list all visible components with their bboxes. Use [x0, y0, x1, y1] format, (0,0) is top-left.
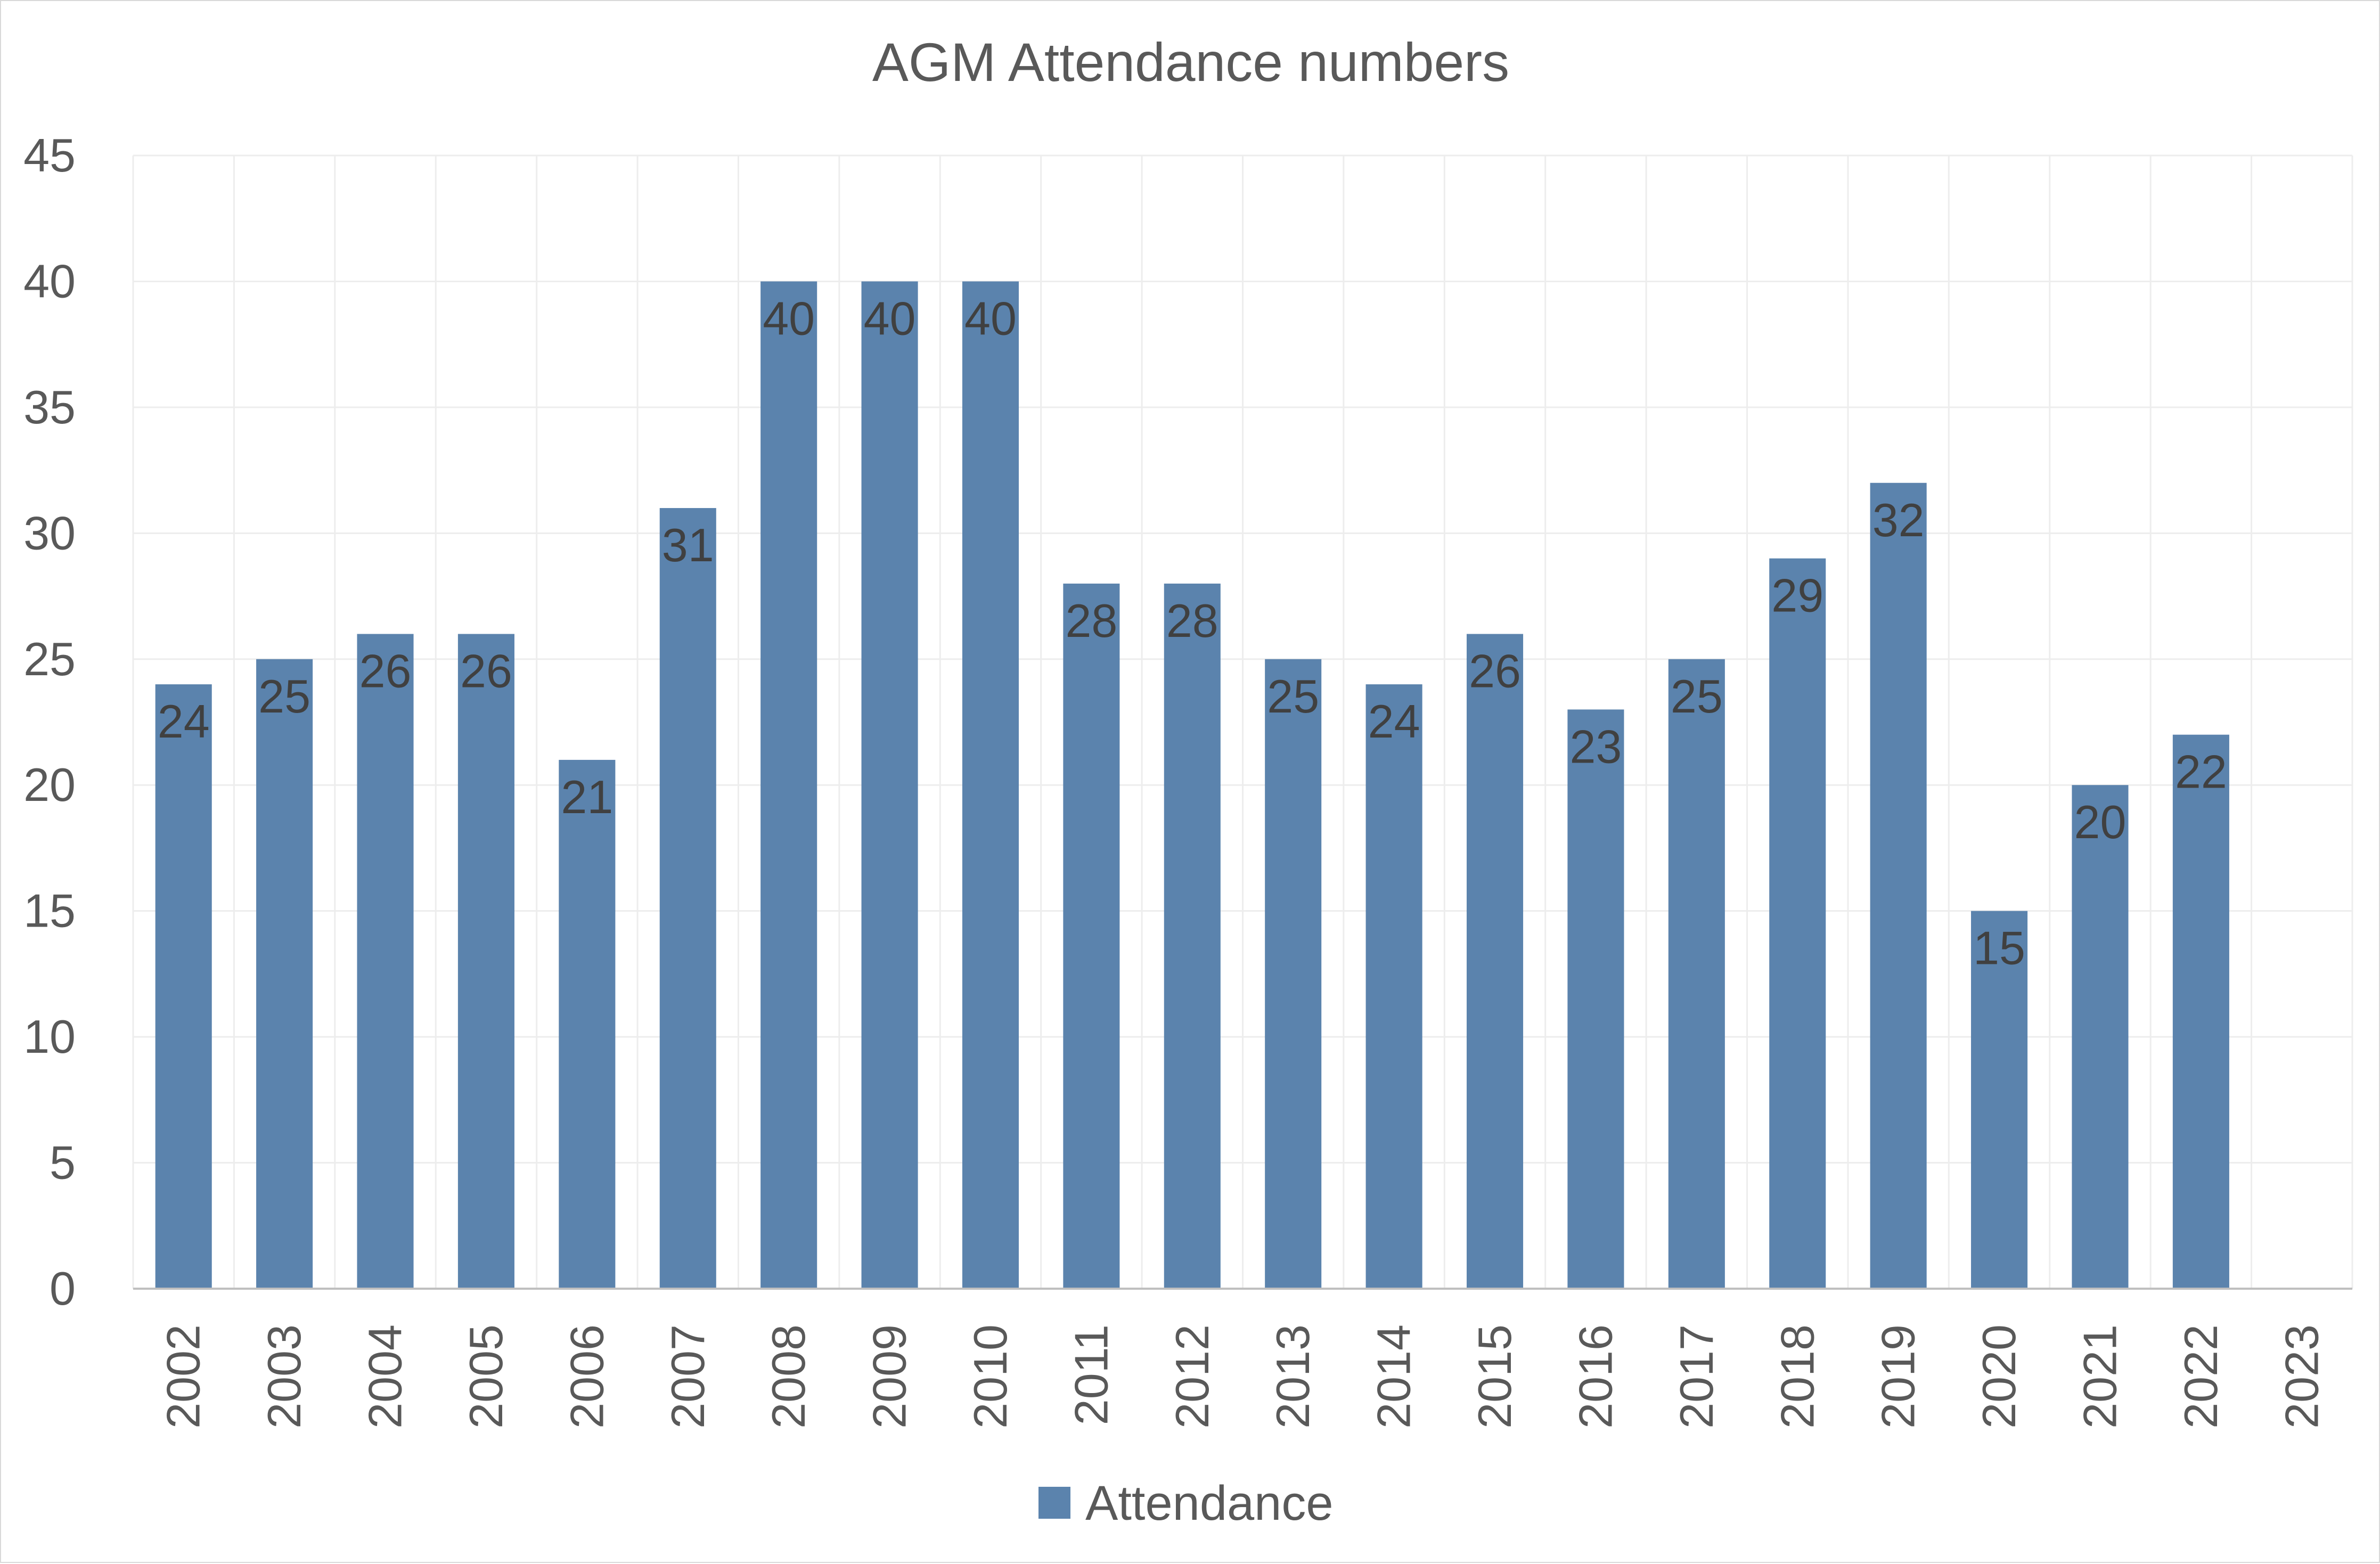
x-tick-label: 2022 — [2174, 1324, 2227, 1429]
x-tick-label: 2021 — [2073, 1324, 2126, 1429]
data-label: 25 — [258, 670, 310, 723]
data-label: 24 — [1368, 695, 1420, 748]
data-label: 20 — [2074, 796, 2127, 848]
data-label: 24 — [158, 695, 210, 748]
data-label: 21 — [561, 771, 613, 823]
x-tick-label: 2015 — [1468, 1324, 1521, 1429]
x-tick-label: 2002 — [157, 1324, 210, 1429]
y-tick-label: 5 — [50, 1136, 76, 1189]
bar — [1668, 659, 1725, 1289]
bar — [357, 634, 414, 1289]
x-tick-label: 2009 — [863, 1324, 916, 1429]
bar — [2072, 785, 2129, 1289]
bar — [155, 684, 212, 1289]
x-tick-label: 2013 — [1266, 1324, 1319, 1429]
bar — [1063, 583, 1120, 1289]
gridlines — [132, 154, 2353, 1289]
bar — [2172, 734, 2229, 1289]
x-tick-label: 2005 — [460, 1324, 512, 1429]
data-label: 23 — [1569, 720, 1622, 773]
x-tick-label: 2018 — [1771, 1324, 1823, 1429]
y-tick-label: 30 — [23, 506, 76, 559]
data-label: 40 — [964, 292, 1017, 345]
y-tick-label: 0 — [50, 1262, 76, 1315]
legend-label-attendance: Attendance — [1085, 1476, 1333, 1530]
x-tick-label: 2017 — [1670, 1324, 1723, 1429]
bar — [1365, 684, 1422, 1289]
data-label: 28 — [1065, 594, 1117, 647]
bar — [659, 508, 716, 1289]
bar — [256, 659, 313, 1289]
data-label: 25 — [1267, 670, 1319, 723]
y-tick-label: 35 — [23, 381, 76, 433]
data-labels: 24 25 26 26 21 31 40 40 40 28 28 25 24 26 23 25 29 32 15 20… — [158, 292, 2227, 974]
bar — [861, 281, 918, 1289]
x-tick-label: 2011 — [1065, 1324, 1117, 1425]
x-tick-label: 2014 — [1368, 1324, 1420, 1429]
x-tick-label: 2016 — [1569, 1324, 1622, 1429]
data-label: 31 — [662, 519, 714, 571]
bar — [1164, 583, 1221, 1289]
data-label: 15 — [1973, 922, 2025, 975]
data-label: 29 — [1771, 569, 1823, 622]
data-label: 26 — [359, 644, 412, 697]
y-tick-label: 45 — [23, 129, 76, 182]
y-tick-label: 25 — [23, 633, 76, 685]
bar — [1265, 659, 1322, 1289]
data-label: 26 — [1469, 644, 1521, 697]
axes: 0 5 10 15 20 25 30 35 40 45 2002 2003 2004 2005 2006 20… — [23, 129, 2352, 1429]
chart-title: AGM Attendance numbers — [872, 32, 1509, 93]
bar — [1971, 911, 2028, 1289]
bar — [559, 759, 616, 1289]
x-tick-label: 2012 — [1166, 1324, 1218, 1429]
y-tick-label: 20 — [23, 758, 76, 811]
x-tick-label: 2007 — [661, 1324, 714, 1429]
y-tick-label: 15 — [23, 885, 76, 937]
bar — [760, 281, 817, 1289]
bar — [962, 281, 1019, 1289]
legend: Attendance — [1038, 1476, 1333, 1530]
bars — [155, 281, 2229, 1289]
data-label: 22 — [2175, 746, 2227, 798]
bar — [1567, 709, 1624, 1289]
bar — [1870, 482, 1927, 1289]
x-tick-label: 2019 — [1872, 1324, 1925, 1429]
x-tick-label: 2006 — [560, 1324, 613, 1429]
data-label: 25 — [1671, 670, 1723, 723]
legend-swatch-attendance — [1038, 1487, 1070, 1519]
x-tick-label: 2020 — [1973, 1324, 2025, 1429]
data-label: 26 — [460, 644, 512, 697]
bar — [457, 634, 514, 1289]
data-label: 32 — [1872, 494, 1925, 546]
x-tick-label: 2003 — [258, 1324, 310, 1429]
data-label: 40 — [763, 292, 815, 345]
bar — [1466, 634, 1524, 1289]
data-label: 40 — [864, 292, 916, 345]
x-tick-label: 2023 — [2275, 1324, 2328, 1429]
y-tick-label: 40 — [23, 255, 76, 307]
y-tick-label: 10 — [23, 1010, 76, 1063]
bar — [1769, 558, 1826, 1289]
x-tick-label: 2004 — [359, 1324, 412, 1429]
x-tick-label: 2010 — [964, 1324, 1017, 1429]
data-label: 28 — [1166, 594, 1218, 647]
x-tick-label: 2008 — [762, 1324, 815, 1429]
